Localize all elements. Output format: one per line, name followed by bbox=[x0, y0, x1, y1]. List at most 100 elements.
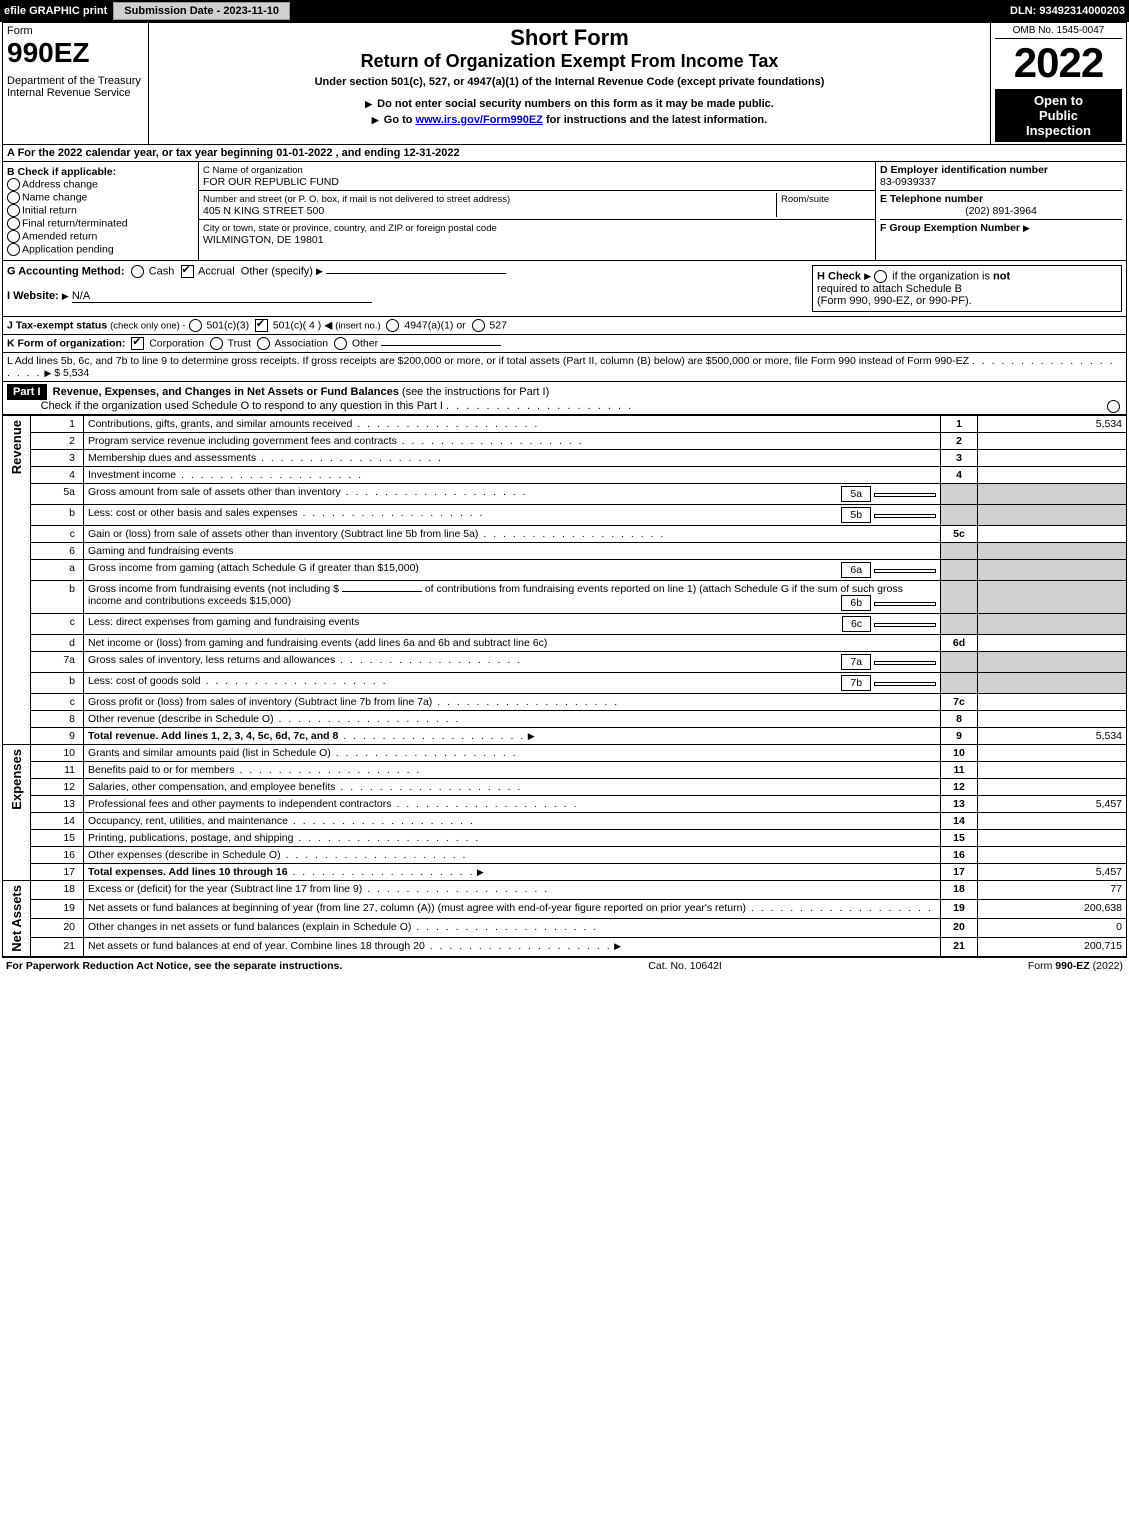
checkbox-4947[interactable] bbox=[386, 319, 399, 332]
g-accrual: Accrual bbox=[198, 265, 235, 277]
line-text: Occupancy, rent, utilities, and maintena… bbox=[88, 815, 288, 827]
ssn-warning-text: Do not enter social security numbers on … bbox=[377, 98, 774, 110]
dots bbox=[392, 798, 579, 810]
line-text: Total expenses. Add lines 10 through 16 bbox=[88, 866, 288, 878]
vlabel-expenses: Expenses bbox=[7, 747, 26, 812]
line-num: b bbox=[31, 673, 84, 694]
checkbox-name-change[interactable] bbox=[7, 191, 20, 204]
j-501c4: 501(c)( 4 ) bbox=[273, 319, 321, 331]
amount bbox=[978, 450, 1127, 467]
checkbox-501c[interactable] bbox=[255, 319, 268, 332]
line-text: Gain or (loss) from sale of assets other… bbox=[88, 528, 478, 540]
k-trust: Trust bbox=[228, 337, 252, 349]
gray-cell bbox=[941, 614, 978, 635]
checkbox-initial-return[interactable] bbox=[7, 204, 20, 217]
line-num: 6 bbox=[31, 543, 84, 560]
irs-link[interactable]: www.irs.gov/Form990EZ bbox=[416, 114, 543, 126]
goto-pre: Go to bbox=[384, 114, 416, 126]
amount: 77 bbox=[978, 881, 1127, 900]
table-row: 9 Total revenue. Add lines 1, 2, 3, 4, 5… bbox=[3, 728, 1126, 745]
checkbox-h[interactable] bbox=[874, 270, 887, 283]
section-a: A For the 2022 calendar year, or tax yea… bbox=[3, 145, 1126, 162]
opt-amended: Amended return bbox=[22, 230, 97, 242]
dots bbox=[432, 696, 619, 708]
form-word: Form bbox=[7, 25, 144, 37]
open1: Open to bbox=[997, 93, 1120, 108]
open3: Inspection bbox=[997, 123, 1120, 138]
table-row: Net Assets 18 Excess or (deficit) for th… bbox=[3, 881, 1126, 900]
line-text: Gross sales of inventory, less returns a… bbox=[88, 654, 335, 666]
checkbox-trust[interactable] bbox=[210, 337, 223, 350]
checkbox-pending[interactable] bbox=[7, 243, 20, 256]
checkbox-501c3[interactable] bbox=[189, 319, 202, 332]
sub-box: 7a bbox=[841, 654, 871, 670]
line-num: b bbox=[31, 581, 84, 614]
checkbox-final-return[interactable] bbox=[7, 217, 20, 230]
dots bbox=[397, 435, 584, 447]
gray-cell bbox=[978, 652, 1127, 673]
table-row: b Gross income from fundraising events (… bbox=[3, 581, 1126, 614]
goto-post: for instructions and the latest informat… bbox=[546, 114, 767, 126]
checkbox-other-org[interactable] bbox=[334, 337, 347, 350]
line-num: 1 bbox=[31, 416, 84, 433]
amount bbox=[978, 711, 1127, 728]
sub-amt bbox=[874, 661, 936, 665]
box-num: 21 bbox=[941, 937, 978, 956]
line-text: Gross income from fundraising events (no… bbox=[88, 583, 339, 595]
table-row: 4 Investment income 4 bbox=[3, 467, 1126, 484]
checkbox-amended[interactable] bbox=[7, 230, 20, 243]
dots bbox=[335, 654, 522, 666]
section-h: H Check if the organization is not requi… bbox=[812, 265, 1122, 312]
dots bbox=[201, 675, 388, 687]
section-k: K Form of organization: Corporation Trus… bbox=[3, 335, 1126, 353]
page-footer: For Paperwork Reduction Act Notice, see … bbox=[0, 958, 1129, 974]
checkbox-corp[interactable] bbox=[131, 337, 144, 350]
arrow-icon bbox=[365, 98, 374, 110]
checkbox-cash[interactable] bbox=[131, 265, 144, 278]
amount bbox=[978, 467, 1127, 484]
amount bbox=[978, 847, 1127, 864]
table-row: b Less: cost of goods sold 7b bbox=[3, 673, 1126, 694]
opt-final-return: Final return/terminated bbox=[22, 217, 128, 229]
lines-table: Revenue 1 Contributions, gifts, grants, … bbox=[3, 415, 1126, 957]
table-row: 2 Program service revenue including gove… bbox=[3, 433, 1126, 450]
open-inspection: Open to Public Inspection bbox=[995, 89, 1122, 142]
footer-left: For Paperwork Reduction Act Notice, see … bbox=[6, 960, 342, 972]
line-text: Grants and similar amounts paid (list in… bbox=[88, 747, 331, 759]
checkbox-address-change[interactable] bbox=[7, 178, 20, 191]
arrow-icon bbox=[44, 367, 51, 379]
k-other-line bbox=[381, 345, 501, 346]
dots bbox=[234, 764, 421, 776]
b-title: B Check if applicable: bbox=[7, 166, 116, 178]
line-num: 7a bbox=[31, 652, 84, 673]
checkbox-accrual[interactable] bbox=[181, 265, 194, 278]
sub-amt bbox=[874, 682, 936, 686]
section-l: L Add lines 5b, 6c, and 7b to line 9 to … bbox=[3, 353, 1126, 382]
table-row: 13 Professional fees and other payments … bbox=[3, 796, 1126, 813]
dots bbox=[288, 866, 475, 878]
k-label: K Form of organization: bbox=[7, 337, 125, 349]
submission-date: Submission Date - 2023-11-10 bbox=[113, 2, 290, 20]
line-text: Program service revenue including govern… bbox=[88, 435, 397, 447]
header-left: Form 990EZ Department of the Treasury In… bbox=[3, 23, 148, 144]
amount bbox=[978, 779, 1127, 796]
dots bbox=[446, 400, 633, 412]
arrow-icon bbox=[525, 730, 534, 742]
j-note: (check only one) - bbox=[110, 320, 186, 331]
h-not: not bbox=[993, 270, 1010, 282]
g-label: G Accounting Method: bbox=[7, 265, 125, 277]
checkbox-527[interactable] bbox=[472, 319, 485, 332]
table-row: 8 Other revenue (describe in Schedule O)… bbox=[3, 711, 1126, 728]
efile-link[interactable]: efile GRAPHIC print bbox=[4, 5, 107, 17]
gray-cell bbox=[941, 673, 978, 694]
tax-year: 2022 bbox=[995, 39, 1122, 87]
table-row: b Less: cost or other basis and sales ex… bbox=[3, 505, 1126, 526]
line-num: c bbox=[31, 614, 84, 635]
box-num: 11 bbox=[941, 762, 978, 779]
amount bbox=[978, 433, 1127, 450]
footer-right: Form 990-EZ (2022) bbox=[1028, 960, 1123, 972]
line-text: Investment income bbox=[88, 469, 176, 481]
line-num: 12 bbox=[31, 779, 84, 796]
checkbox-assoc[interactable] bbox=[257, 337, 270, 350]
checkbox-schedule-o[interactable] bbox=[1107, 400, 1120, 413]
